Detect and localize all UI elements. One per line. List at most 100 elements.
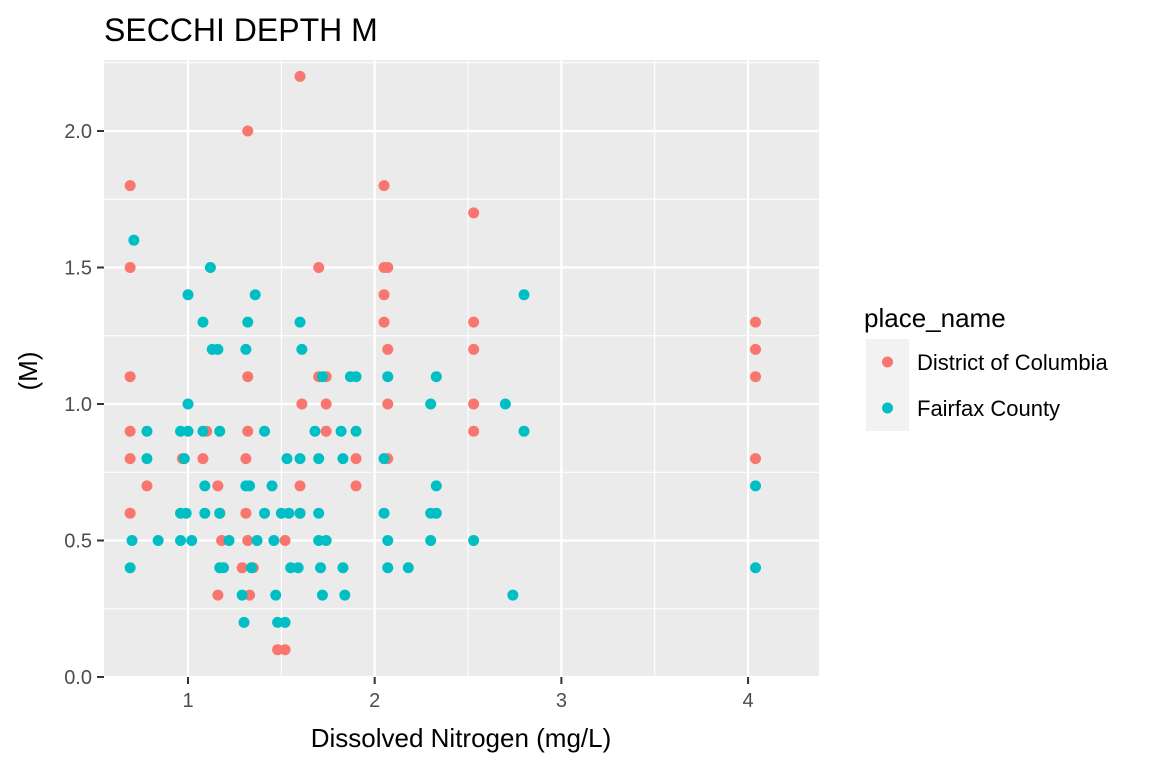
data-point-fairfax-county [279, 616, 291, 628]
data-point-fairfax-county [240, 343, 252, 355]
data-point-fairfax-county [518, 289, 530, 301]
data-point-fairfax-county [197, 425, 209, 437]
data-point-district-of-columbia [124, 180, 136, 192]
data-point-district-of-columbia [197, 453, 209, 465]
data-point-fairfax-county [402, 562, 414, 574]
x-tick-label: 1 [182, 690, 193, 712]
legend-label-district-of-columbia: District of Columbia [917, 350, 1108, 375]
data-point-district-of-columbia [294, 70, 306, 82]
data-point-fairfax-county [214, 507, 226, 519]
data-point-fairfax-county [313, 507, 325, 519]
data-point-fairfax-county [337, 562, 349, 574]
data-point-district-of-columbia [750, 453, 762, 465]
data-point-fairfax-county [350, 425, 362, 437]
minor-gridlines [104, 60, 819, 677]
y-axis: 0.0 0.5 1.0 1.5 2.0 [64, 121, 104, 689]
data-point-fairfax-county [141, 425, 153, 437]
data-point-fairfax-county [214, 425, 226, 437]
data-point-fairfax-county [315, 562, 327, 574]
data-point-district-of-columbia [468, 316, 480, 328]
data-point-fairfax-county [182, 425, 194, 437]
y-tick-label: 1.0 [64, 394, 92, 416]
data-point-fairfax-county [270, 589, 282, 601]
data-point-fairfax-county [378, 507, 390, 519]
data-point-fairfax-county [124, 562, 136, 574]
data-point-fairfax-county [217, 562, 229, 574]
y-tick-label: 0.0 [64, 667, 92, 689]
data-point-fairfax-county [382, 371, 394, 383]
data-point-fairfax-county [197, 316, 209, 328]
y-tick-label: 1.5 [64, 257, 92, 279]
data-point-fairfax-county [182, 398, 194, 410]
data-point-district-of-columbia [468, 207, 480, 219]
data-point-fairfax-county [251, 534, 263, 546]
data-point-district-of-columbia [350, 453, 362, 465]
data-point-fairfax-county [204, 261, 216, 273]
data-point-fairfax-county [259, 507, 271, 519]
data-point-district-of-columbia [279, 534, 291, 546]
data-point-fairfax-county [339, 589, 351, 601]
legend: place_name District of Columbia Fairfax C… [864, 303, 1108, 431]
data-point-district-of-columbia [141, 480, 153, 492]
legend-title: place_name [864, 303, 1006, 333]
data-point-fairfax-county [382, 534, 394, 546]
data-point-fairfax-county [309, 425, 321, 437]
data-point-fairfax-county [182, 289, 194, 301]
legend-label-fairfax-county: Fairfax County [917, 396, 1060, 421]
data-point-fairfax-county [281, 453, 293, 465]
data-point-fairfax-county [378, 453, 390, 465]
data-point-fairfax-county [468, 534, 480, 546]
plot-panel [104, 60, 819, 677]
data-point-fairfax-county [294, 507, 306, 519]
chart-title: SECCHI DEPTH M [104, 12, 378, 48]
data-point-district-of-columbia [320, 425, 332, 437]
x-tick-label: 4 [742, 690, 753, 712]
data-point-fairfax-county [199, 507, 211, 519]
data-points [124, 70, 762, 656]
data-point-district-of-columbia [378, 180, 390, 192]
data-point-fairfax-county [430, 371, 442, 383]
data-point-fairfax-county [296, 343, 308, 355]
data-point-fairfax-county [507, 589, 519, 601]
data-point-fairfax-county [350, 371, 362, 383]
data-point-district-of-columbia [124, 507, 136, 519]
data-point-fairfax-county [316, 589, 328, 601]
data-point-fairfax-county [249, 289, 261, 301]
data-point-fairfax-county [313, 453, 325, 465]
data-point-district-of-columbia [350, 480, 362, 492]
data-point-fairfax-county [294, 453, 306, 465]
legend-marker-district-of-columbia [882, 356, 893, 368]
data-point-district-of-columbia [378, 289, 390, 301]
data-point-fairfax-county [126, 534, 138, 546]
data-point-fairfax-county [518, 425, 530, 437]
data-point-district-of-columbia [212, 480, 224, 492]
data-point-district-of-columbia [378, 316, 390, 328]
data-point-fairfax-county [335, 425, 347, 437]
data-point-fairfax-county [199, 480, 211, 492]
data-point-fairfax-county [259, 425, 271, 437]
data-point-district-of-columbia [242, 425, 254, 437]
data-point-fairfax-county [425, 398, 437, 410]
data-point-district-of-columbia [750, 371, 762, 383]
data-point-fairfax-county [283, 507, 295, 519]
data-point-district-of-columbia [468, 425, 480, 437]
x-tick-label: 2 [369, 690, 380, 712]
data-point-district-of-columbia [468, 343, 480, 355]
data-point-district-of-columbia [124, 425, 136, 437]
x-tick-label: 3 [556, 690, 567, 712]
data-point-district-of-columbia [468, 398, 480, 410]
data-point-fairfax-county [382, 562, 394, 574]
data-point-fairfax-county [238, 616, 250, 628]
data-point-district-of-columbia [382, 343, 394, 355]
y-axis-label: (M) [13, 352, 43, 391]
data-point-fairfax-county [292, 562, 304, 574]
data-point-fairfax-county [141, 453, 153, 465]
data-point-fairfax-county [152, 534, 164, 546]
data-point-district-of-columbia [124, 371, 136, 383]
data-point-district-of-columbia [382, 398, 394, 410]
data-point-district-of-columbia [294, 480, 306, 492]
data-point-district-of-columbia [750, 343, 762, 355]
data-point-fairfax-county [244, 480, 256, 492]
data-point-district-of-columbia [242, 125, 254, 137]
